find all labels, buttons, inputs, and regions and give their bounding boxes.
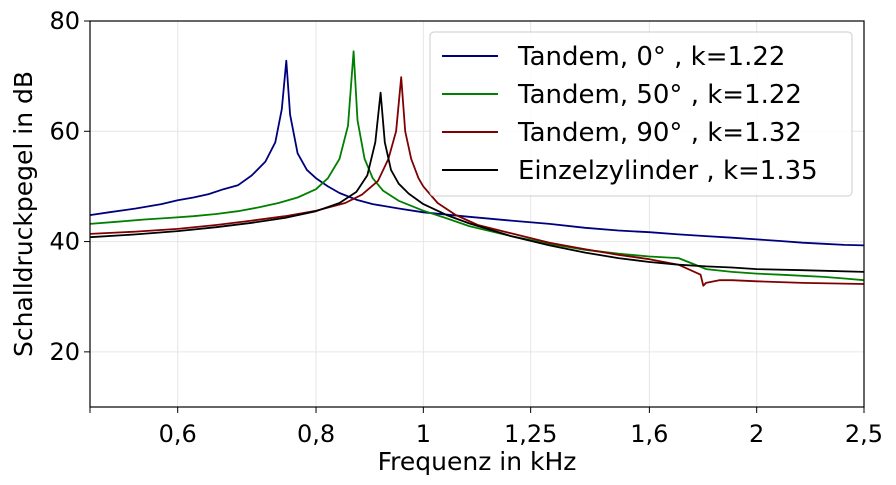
series-line-1	[89, 50, 865, 282]
y-tick-label: 60	[49, 117, 80, 145]
legend-box	[429, 31, 853, 197]
legend-entry: Einzelzylinder , k=1.35	[518, 156, 818, 186]
x-tick-label: 0,8	[297, 420, 335, 448]
x-tick-label: 2,5	[845, 420, 883, 448]
axis-ticks: 0,6 0,8 1 1,25 1,6 2 2,5 20 40 60 80	[49, 7, 883, 448]
y-tick-label: 80	[49, 7, 80, 35]
x-tick-label: 1,25	[504, 420, 557, 448]
x-axis-label: Frequenz in kHz	[378, 447, 577, 476]
y-tick-label: 40	[49, 228, 80, 256]
legend-entry: Tandem, 90° , k=1.32	[517, 118, 802, 148]
x-tick-label: 1	[416, 420, 431, 448]
y-axis-label: Schalldruckpegel in dB	[9, 71, 38, 357]
plot-area	[89, 20, 865, 408]
legend-entry: Tandem, 0° , k=1.22	[517, 42, 785, 72]
y-tick-label: 20	[49, 338, 80, 366]
x-tick-label: 2	[749, 420, 764, 448]
legend-entry: Tandem, 50° , k=1.22	[517, 80, 802, 110]
series-line-0	[89, 59, 865, 247]
x-tick-label: 0,6	[159, 420, 197, 448]
series-line-3	[89, 91, 865, 273]
x-tick-label: 1,6	[630, 420, 668, 448]
legend: Tandem, 0° , k=1.22 Tandem, 50° , k=1.22 T…	[429, 31, 853, 197]
